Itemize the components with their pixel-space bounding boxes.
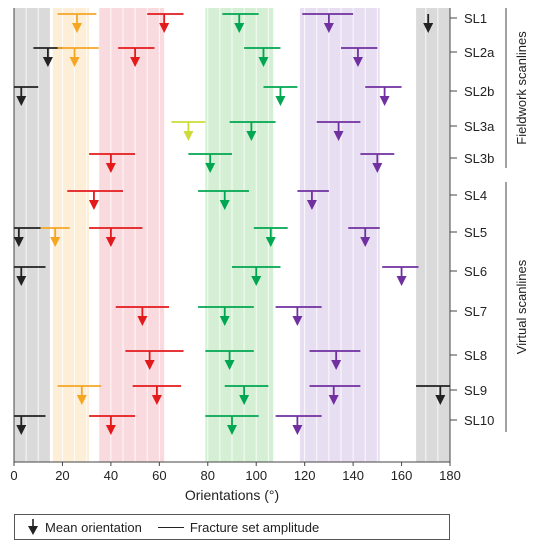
x-tick-label: 140 bbox=[342, 468, 364, 483]
mean-arrow-head bbox=[105, 163, 116, 173]
legend-mean-label: Mean orientation bbox=[45, 519, 142, 535]
x-tick-label: 100 bbox=[245, 468, 267, 483]
mean-arrow-head bbox=[224, 360, 235, 370]
mean-arrow-head bbox=[306, 200, 317, 210]
x-axis-label: Orientations (°) bbox=[185, 487, 279, 503]
mean-arrow-head bbox=[292, 425, 303, 435]
mean-arrow-head bbox=[13, 237, 24, 247]
mean-arrow-head bbox=[137, 316, 148, 326]
mean-arrow-head bbox=[251, 276, 262, 286]
mean-arrow-head bbox=[246, 131, 257, 141]
mean-arrow-head bbox=[323, 23, 334, 33]
mean-arrow-head bbox=[16, 425, 27, 435]
mean-arrow-head bbox=[42, 57, 53, 67]
orientation-band-5 bbox=[416, 8, 450, 462]
mean-arrow-head bbox=[360, 237, 371, 247]
orientation-chart: 0 20 40 60 80 100 120 140 160 180 Orientations (°)… bbox=[10, 8, 529, 503]
scanline-label: SL5 bbox=[464, 225, 487, 240]
mean-arrow-head bbox=[16, 96, 27, 106]
scanline-label: SL7 bbox=[464, 304, 487, 319]
mean-arrow-head bbox=[423, 23, 434, 33]
mean-arrow-head bbox=[227, 425, 237, 435]
mean-arrow-head bbox=[183, 131, 194, 141]
mean-arrow-head bbox=[239, 395, 250, 405]
legend-amplitude-label: Fracture set amplitude bbox=[189, 519, 320, 535]
group-label: Fieldwork scanlines bbox=[514, 31, 529, 145]
x-tick-label: 60 bbox=[152, 468, 166, 483]
x-tick-label: 120 bbox=[294, 468, 316, 483]
x-tick-label: 40 bbox=[104, 468, 118, 483]
mean-arrow-head bbox=[265, 237, 276, 247]
scanline-label: SL3b bbox=[464, 151, 494, 166]
mean-arrow-head bbox=[151, 395, 162, 405]
scanline-label: SL9 bbox=[464, 383, 487, 398]
mean-arrow-head bbox=[379, 96, 390, 106]
orientation-band-3 bbox=[205, 8, 274, 462]
mean-arrow-head bbox=[105, 425, 116, 435]
mean-arrow-head bbox=[396, 276, 407, 286]
orientation-band-0 bbox=[14, 8, 51, 462]
orientation-band-1 bbox=[52, 8, 90, 462]
amplitude-line-icon bbox=[157, 526, 184, 528]
mean-arrow-head bbox=[372, 163, 383, 173]
mean-arrow-head bbox=[71, 23, 82, 33]
x-tick-label: 20 bbox=[55, 468, 69, 483]
scanline-label: SL1 bbox=[464, 11, 487, 26]
mean-arrow-head bbox=[76, 395, 87, 405]
mean-arrow-head bbox=[292, 316, 303, 326]
mean-arrow-head bbox=[144, 360, 155, 370]
mean-arrow-icon bbox=[27, 519, 39, 535]
x-tick-label: 160 bbox=[391, 468, 413, 483]
mean-arrow-head bbox=[234, 23, 245, 33]
scanline-label: SL8 bbox=[464, 348, 487, 363]
mean-arrow-head bbox=[69, 57, 80, 67]
mean-arrow-head bbox=[16, 276, 27, 286]
mean-arrow-head bbox=[328, 395, 339, 405]
mean-arrow-head bbox=[219, 200, 230, 210]
mean-arrow-head bbox=[331, 360, 342, 370]
mean-arrow-head bbox=[435, 395, 446, 405]
orientation-band-2 bbox=[98, 8, 165, 462]
mean-arrow-head bbox=[275, 96, 286, 106]
scanline-label: SL2b bbox=[464, 84, 494, 99]
mean-arrow-head bbox=[105, 237, 116, 247]
x-tick-label: 180 bbox=[439, 468, 461, 483]
mean-arrow-head bbox=[205, 163, 216, 173]
mean-arrow-head bbox=[333, 131, 344, 141]
scanline-label: SL6 bbox=[464, 264, 487, 279]
x-tick-label: 0 bbox=[10, 468, 17, 483]
mean-arrow-head bbox=[219, 316, 230, 326]
mean-arrow-head bbox=[258, 57, 269, 67]
mean-arrow-head bbox=[130, 57, 141, 67]
legend: Mean orientation Fracture set amplitude bbox=[14, 514, 450, 540]
group-label: Virtual scanlines bbox=[514, 259, 529, 354]
scanline-label: SL2a bbox=[464, 45, 495, 60]
mean-arrow-head bbox=[352, 57, 363, 67]
x-tick-label: 80 bbox=[201, 468, 215, 483]
scanline-label: SL10 bbox=[464, 413, 494, 428]
mean-arrow-head bbox=[88, 200, 99, 210]
orientation-band-4 bbox=[299, 8, 380, 462]
mean-arrow-head bbox=[50, 237, 61, 247]
scanline-label: SL3a bbox=[464, 119, 495, 134]
mean-arrow-head bbox=[159, 23, 170, 33]
scanline-label: SL4 bbox=[464, 188, 487, 203]
